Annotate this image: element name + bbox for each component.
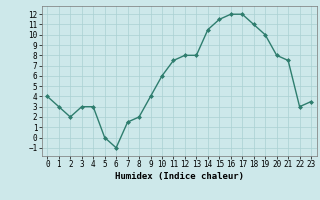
X-axis label: Humidex (Indice chaleur): Humidex (Indice chaleur) — [115, 172, 244, 181]
